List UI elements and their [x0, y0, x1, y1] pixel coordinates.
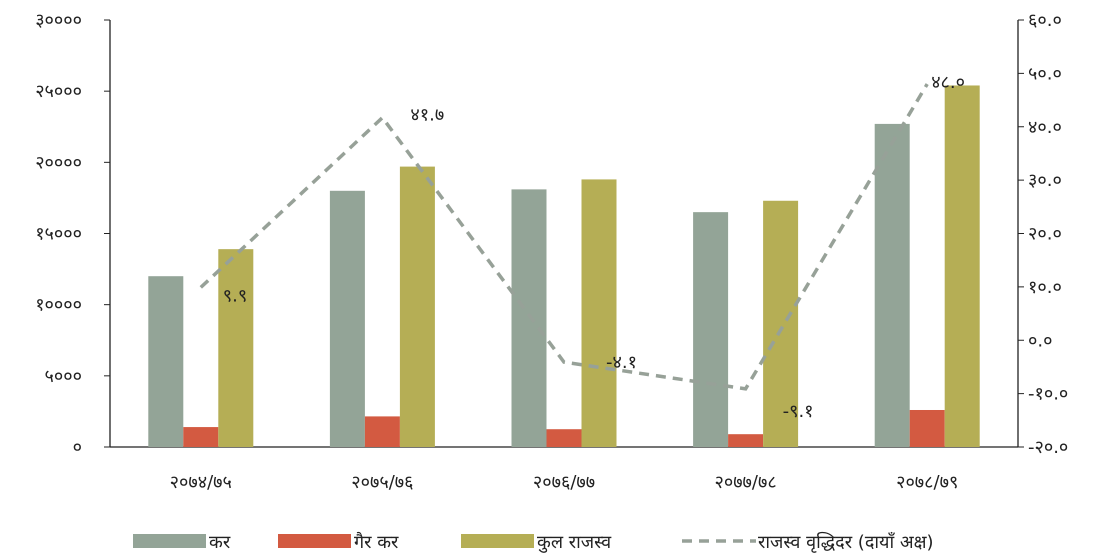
bar-1-1: [148, 276, 184, 447]
x-axis-tick-label: २०७६/७७: [533, 472, 595, 493]
axes: ० ५००० १०००० १५००० २०००० २५००० ३०००० -२०.० -१०.०…: [35, 10, 1068, 493]
bar-1-4: [693, 212, 729, 447]
growth-rate-line: [199, 83, 929, 391]
growth-data-label: ९.९: [223, 285, 247, 306]
legend-label: कुल राजस्व: [537, 532, 612, 553]
left-axis-tick-label: ५०००: [45, 366, 82, 387]
legend-label: कर: [209, 532, 231, 553]
data-labels: ९.९ ४१.७ -४.१ -९.१ ४८.०: [223, 72, 965, 422]
left-axis-tick-label: २५०००: [35, 81, 82, 102]
bar-3-5: [944, 85, 980, 448]
right-axis-tick-label: ०.०: [1028, 330, 1052, 351]
legend-label: राजस्व वृद्धिदर (दायाँ अक्ष): [758, 531, 934, 553]
growth-data-label: -४.१: [606, 352, 637, 373]
bar-2-5: [909, 409, 945, 447]
bar-1-3: [511, 189, 547, 448]
right-axis-tick-label: १०.०: [1028, 277, 1062, 298]
legend: कर गैर कर कुल राजस्व राजस्व वृद्धिदर (दायाँ…: [133, 531, 934, 553]
bars: [148, 85, 980, 448]
x-axis-tick-label: २०७५/७६: [351, 472, 413, 493]
bar-1-2: [329, 190, 365, 448]
legend-label: गैर कर: [354, 531, 399, 553]
left-axis-tick-label: ३००००: [35, 10, 82, 31]
bar-2-3: [546, 429, 582, 447]
growth-line: [199, 83, 929, 391]
legend-swatch-1: [133, 534, 206, 548]
x-axis-tick-label: २०७७/७८: [714, 472, 776, 493]
right-axis-tick-label: ३०.०: [1028, 170, 1062, 191]
bar-2-1: [183, 427, 219, 447]
growth-data-label: ४८.०: [931, 72, 965, 93]
bar-3-1: [218, 249, 254, 447]
bar-3-4: [763, 200, 799, 447]
bar-2-4: [728, 434, 764, 447]
right-axis-tick-label: -२०.०: [1028, 437, 1068, 458]
bar-3-2: [399, 166, 435, 447]
bar-2-2: [364, 416, 400, 447]
left-axis-tick-label: ०: [73, 437, 82, 458]
right-axis-tick-label: ४०.०: [1028, 117, 1062, 138]
bar-3-3: [581, 179, 617, 447]
growth-data-label: ४१.७: [410, 105, 444, 126]
bar-1-5: [874, 123, 910, 448]
right-axis-tick-label: २०.०: [1028, 224, 1062, 245]
legend-swatch-3: [461, 534, 534, 548]
x-axis-tick-label: २०७४/७५: [170, 472, 232, 493]
left-axis-tick-label: १५०००: [35, 224, 82, 245]
right-axis-tick-label: ६०.०: [1028, 10, 1062, 31]
left-axis-tick-label: १००००: [35, 295, 82, 316]
growth-data-label: -९.१: [783, 401, 814, 422]
right-axis-tick-label: ५०.०: [1028, 63, 1062, 84]
left-axis-tick-label: २००००: [35, 152, 82, 173]
x-axis-tick-label: २०७८/७९: [896, 472, 958, 493]
right-axis-tick-label: -१०.०: [1028, 384, 1068, 405]
legend-swatch-2: [278, 534, 351, 548]
